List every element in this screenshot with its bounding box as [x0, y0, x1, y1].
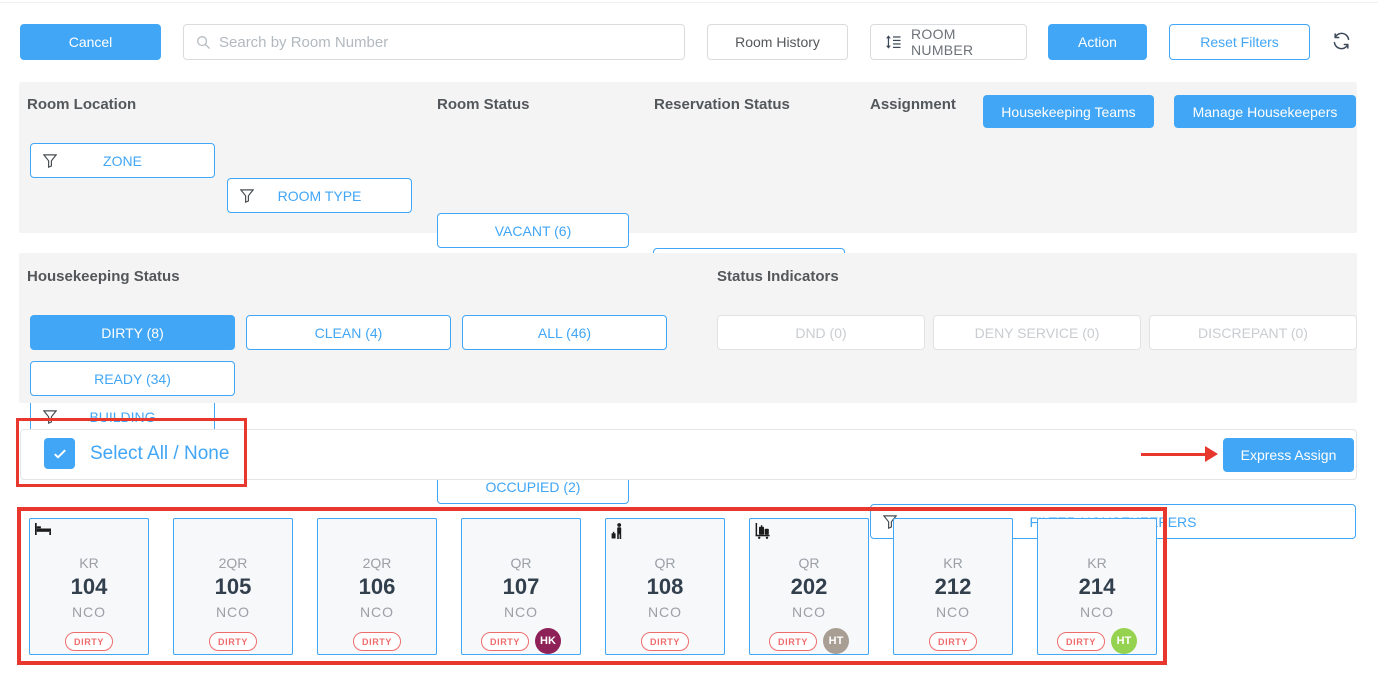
dnd-filter-button[interactable]: DND (0)	[717, 315, 925, 350]
room-type-label: KR	[79, 555, 99, 571]
room-location-title: Room Location	[27, 96, 137, 113]
room-card[interactable]: 2QR 105 NCO DIRTY	[173, 518, 293, 655]
reset-filters-button[interactable]: Reset Filters	[1169, 24, 1310, 60]
deny-service-filter-button[interactable]: DENY SERVICE (0)	[933, 315, 1141, 350]
room-card[interactable]: KR 212 NCO DIRTY	[893, 518, 1013, 655]
room-status-row: DIRTY	[209, 628, 257, 654]
room-rate-code: NCO	[359, 604, 395, 620]
room-status-row: DIRTY	[929, 628, 977, 654]
housekeeper-badge: HT	[1111, 628, 1137, 654]
status-pill: DIRTY	[65, 631, 113, 651]
room-rate-code: NCO	[647, 604, 683, 620]
all-filter-button[interactable]: ALL (46)	[462, 315, 667, 350]
housekeeping-teams-button[interactable]: Housekeeping Teams	[983, 95, 1154, 128]
reservation-status-title: Reservation Status	[654, 96, 790, 113]
funnel-icon	[43, 153, 57, 168]
top-divider	[0, 2, 1378, 3]
room-number: 104	[70, 574, 108, 599]
search-input[interactable]	[219, 33, 672, 51]
room-type-label: 2QR	[362, 555, 392, 571]
room-status-row: DIRTY	[65, 628, 113, 654]
refresh-icon[interactable]	[1331, 31, 1352, 51]
bed-icon	[35, 523, 51, 535]
room-number: 107	[502, 574, 540, 599]
cancel-button[interactable]: Cancel	[20, 24, 161, 60]
sort-label: ROOM NUMBER	[911, 26, 974, 58]
status-pill: DIRTY	[641, 631, 689, 651]
funnel-icon	[43, 409, 57, 424]
room-number: 106	[358, 574, 396, 599]
room-status-row: DIRTY	[641, 628, 689, 654]
occupied-filter-label: OCCUPIED (2)	[485, 478, 581, 495]
room-status-row: DIRTY HK	[481, 628, 561, 654]
room-type-label: 2QR	[218, 555, 248, 571]
status-pill: DIRTY	[929, 631, 977, 651]
room-history-button[interactable]: Room History	[707, 24, 848, 60]
housekeeping-status-title: Housekeeping Status	[27, 268, 180, 285]
room-number: 108	[646, 574, 684, 599]
status-pill: DIRTY	[209, 631, 257, 651]
search-icon	[196, 35, 211, 50]
room-rate-code: NCO	[71, 604, 107, 620]
housekeeper-badge: HT	[823, 628, 849, 654]
guest-icon	[611, 523, 625, 539]
checkmark-icon	[52, 446, 68, 462]
room-type-label: QR	[510, 555, 532, 571]
building-filter-label: BUILDING	[89, 408, 156, 425]
express-assign-button[interactable]: Express Assign	[1223, 438, 1354, 472]
selection-bar	[20, 429, 1357, 480]
room-status-row: DIRTY HT	[1057, 628, 1137, 654]
room-number: 105	[214, 574, 252, 599]
select-all-checkbox[interactable]	[44, 438, 75, 469]
room-type-filter-label: ROOM TYPE	[277, 187, 362, 204]
clean-filter-button[interactable]: CLEAN (4)	[246, 315, 451, 350]
room-type-filter-button[interactable]: ROOM TYPE	[227, 178, 412, 213]
vacant-filter-label: VACANT (6)	[494, 222, 572, 239]
sort-dropdown[interactable]: ROOM NUMBER	[870, 24, 1027, 60]
room-card[interactable]: KR 104 NCO DIRTY	[29, 518, 149, 655]
funnel-icon	[883, 514, 897, 529]
status-pill: DIRTY	[769, 631, 817, 651]
select-all-label[interactable]: Select All / None	[90, 443, 230, 464]
action-button[interactable]: Action	[1048, 24, 1147, 60]
room-type-label: KR	[943, 555, 963, 571]
room-number: 212	[934, 574, 972, 599]
room-card[interactable]: QR 108 NCO DIRTY	[605, 518, 725, 655]
room-card[interactable]: 2QR 106 NCO DIRTY	[317, 518, 437, 655]
manage-housekeepers-button[interactable]: Manage Housekeepers	[1174, 95, 1356, 128]
room-card[interactable]: KR 214 NCO DIRTY HT	[1037, 518, 1157, 655]
sort-icon	[885, 35, 901, 49]
discrepant-filter-button[interactable]: DISCREPANT (0)	[1149, 315, 1357, 350]
room-status-row: DIRTY	[353, 628, 401, 654]
vacant-filter-button[interactable]: VACANT (6)	[437, 213, 629, 248]
room-type-label: QR	[798, 555, 820, 571]
search-box	[183, 24, 685, 60]
status-indicators-title: Status Indicators	[717, 268, 839, 285]
status-pill: DIRTY	[1057, 631, 1105, 651]
ready-filter-button[interactable]: READY (34)	[30, 361, 235, 396]
room-status-row: DIRTY HT	[769, 628, 849, 654]
room-rate-code: NCO	[791, 604, 827, 620]
room-card[interactable]: QR 107 NCO DIRTY HK	[461, 518, 581, 655]
assignment-title: Assignment	[870, 96, 956, 113]
room-rate-code: NCO	[1079, 604, 1115, 620]
room-number: 202	[790, 574, 828, 599]
luggage-cart-icon	[755, 523, 771, 539]
status-pill: DIRTY	[353, 631, 401, 651]
room-rate-code: NCO	[215, 604, 251, 620]
dirty-filter-button[interactable]: DIRTY (8)	[30, 315, 235, 350]
zone-filter-button[interactable]: ZONE	[30, 143, 215, 178]
room-card[interactable]: QR 202 NCO DIRTY HT	[749, 518, 869, 655]
room-type-label: KR	[1087, 555, 1107, 571]
room-rate-code: NCO	[503, 604, 539, 620]
room-number: 214	[1078, 574, 1116, 599]
room-type-label: QR	[654, 555, 676, 571]
status-pill: DIRTY	[481, 631, 529, 651]
room-status-title: Room Status	[437, 96, 530, 113]
room-rate-code: NCO	[935, 604, 971, 620]
zone-filter-label: ZONE	[103, 152, 142, 169]
housekeeper-badge: HK	[535, 628, 561, 654]
funnel-icon	[240, 188, 254, 203]
